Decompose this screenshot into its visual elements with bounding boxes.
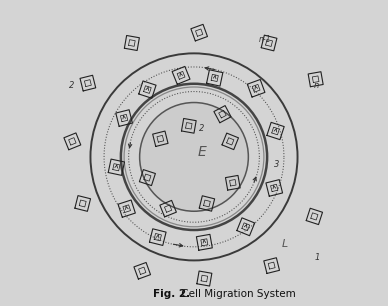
Text: Fig. 2.: Fig. 2. [153, 289, 191, 299]
Text: n: n [314, 81, 319, 90]
Text: Cell Migration System: Cell Migration System [178, 289, 296, 299]
Text: 1: 1 [315, 253, 320, 262]
Text: L: L [281, 239, 288, 248]
Text: 2: 2 [69, 81, 74, 90]
Text: n-1: n-1 [258, 35, 271, 44]
Circle shape [140, 103, 248, 211]
Text: E: E [197, 145, 206, 159]
Text: 2: 2 [199, 124, 204, 133]
Text: 3: 3 [274, 160, 279, 169]
